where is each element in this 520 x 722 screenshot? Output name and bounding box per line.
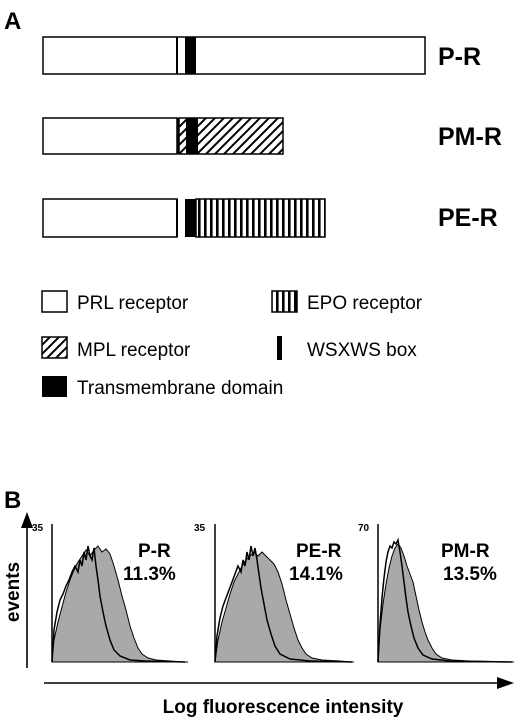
transmembrane-domain [186,118,198,154]
histogram-outline-curve [377,537,513,663]
histogram-filled-curve [377,543,513,663]
legend-mpl-label: MPL receptor [77,340,191,361]
histogram-outline-curve [51,545,186,663]
histogram-percent: 13.5% [443,564,497,585]
histogram-p-r: 35 P-R 11.3% [32,523,188,663]
legend-mpl-swatch [41,336,68,359]
x-axis-arrow [44,677,514,689]
legend-prl-label: PRL receptor [77,293,189,314]
construct-label-pm-r: PM-R [438,123,502,151]
y-max-tick: 70 [358,523,370,534]
histogram-percent: 11.3% [123,564,176,585]
legend-wsxws-swatch [277,336,282,360]
prl-domain [42,36,426,75]
prl-domain [42,198,178,238]
histogram-outline-curve [214,545,353,663]
histogram-pe-r: 35 PE-R 14.1% [194,523,354,663]
histogram-filled-curve [51,545,186,663]
legend: PRL receptor EPO receptor MPL receptor W… [41,290,423,399]
panel-b-label: B [4,487,21,514]
legend-tm-label: Transmembrane domain [77,378,283,399]
y-max-tick: 35 [194,523,206,534]
prl-domain [42,117,178,155]
y-axis-arrow [21,512,33,668]
legend-tm-swatch [42,376,67,397]
histogram-label: PE-R [296,541,342,562]
histogram-filled-curve [214,551,353,663]
y-axis-label: events [3,562,24,622]
legend-prl-swatch [41,290,68,313]
epo-domain [195,198,326,238]
construct-pe-r: PE-R [42,198,498,238]
construct-label-pe-r: PE-R [438,204,498,232]
legend-wsxws-label: WSXWS box [307,340,417,361]
transmembrane-domain [185,199,196,237]
construct-label-p-r: P-R [438,43,481,71]
construct-pm-r: PM-R [42,117,502,155]
panel-a-label: A [4,8,21,35]
histogram-label: PM-R [441,541,490,562]
x-axis-label: Log fluorescence intensity [163,697,404,718]
y-max-tick: 35 [32,523,44,534]
construct-p-r: P-R [42,36,481,75]
histogram-pm-r: 70 PM-R 13.5% [358,523,514,663]
transmembrane-domain [185,37,196,74]
legend-epo-swatch [271,290,298,313]
histogram-label: P-R [138,541,171,562]
histogram-percent: 14.1% [289,564,343,585]
legend-epo-label: EPO receptor [307,293,423,314]
